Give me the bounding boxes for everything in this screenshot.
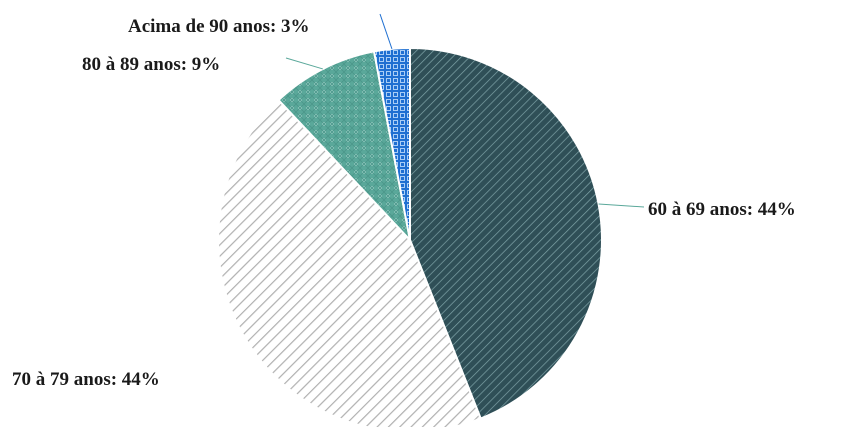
leader-lines bbox=[285, 13, 645, 208]
pie-slice-3 bbox=[277, 50, 412, 244]
slice-label-1: 60 à 69 anos: 44% bbox=[648, 199, 796, 220]
pie-slice-4 bbox=[372, 46, 411, 241]
pie-slice-2 bbox=[217, 98, 482, 427]
slice-label-3: 80 à 89 anos: 9% bbox=[82, 54, 220, 75]
slice-labels: 60 à 69 anos: 44% 70 à 79 anos: 44% 80 à 8… bbox=[12, 16, 796, 390]
pie-slice-1 bbox=[409, 46, 603, 420]
leader-line-1 bbox=[598, 203, 645, 208]
leader-line-3 bbox=[285, 57, 323, 70]
pie-slices bbox=[217, 46, 603, 427]
slice-label-4: Acima de 90 anos: 3% bbox=[128, 16, 310, 37]
slice-label-2: 70 à 79 anos: 44% bbox=[12, 369, 160, 390]
leader-line-4 bbox=[379, 13, 393, 50]
